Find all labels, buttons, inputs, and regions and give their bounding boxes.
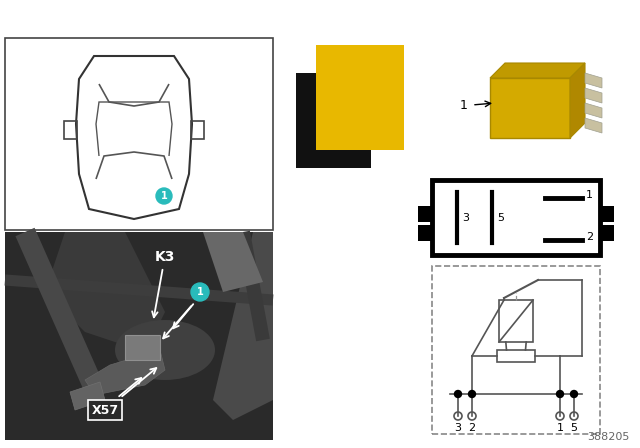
- Polygon shape: [70, 382, 105, 410]
- Polygon shape: [490, 63, 585, 78]
- Polygon shape: [203, 232, 263, 292]
- Text: 3: 3: [454, 423, 461, 433]
- Bar: [455, 58, 610, 168]
- Text: 1: 1: [161, 191, 168, 201]
- Polygon shape: [213, 232, 273, 420]
- Text: 3: 3: [462, 212, 469, 223]
- Polygon shape: [585, 103, 602, 118]
- Text: K3: K3: [155, 250, 175, 264]
- Text: 1: 1: [586, 190, 593, 200]
- Polygon shape: [85, 350, 165, 395]
- Circle shape: [454, 391, 461, 397]
- Text: 2: 2: [586, 232, 593, 242]
- Polygon shape: [600, 224, 614, 241]
- Polygon shape: [570, 63, 585, 138]
- Bar: [432, 266, 600, 434]
- Text: 2: 2: [468, 423, 476, 433]
- Text: 5: 5: [570, 423, 577, 433]
- Text: 388205: 388205: [588, 432, 630, 442]
- Bar: [5, 38, 273, 230]
- Circle shape: [468, 391, 476, 397]
- Polygon shape: [45, 232, 165, 352]
- Text: 1: 1: [557, 423, 563, 433]
- Bar: [5, 232, 273, 440]
- Circle shape: [570, 391, 577, 397]
- Circle shape: [156, 188, 172, 204]
- Bar: [499, 300, 533, 342]
- Text: 5: 5: [497, 212, 504, 223]
- Text: 1: 1: [196, 287, 204, 297]
- Polygon shape: [418, 224, 432, 241]
- Bar: [125, 335, 160, 360]
- Text: 1: 1: [460, 99, 468, 112]
- Circle shape: [557, 391, 563, 397]
- Polygon shape: [418, 206, 432, 222]
- Polygon shape: [585, 118, 602, 133]
- Text: X57: X57: [92, 404, 118, 417]
- Polygon shape: [600, 206, 614, 222]
- Bar: [191, 121, 204, 139]
- Ellipse shape: [115, 320, 215, 380]
- Bar: [64, 121, 77, 139]
- Polygon shape: [585, 88, 602, 103]
- Bar: [490, 78, 570, 138]
- Bar: [296, 73, 371, 168]
- Polygon shape: [585, 73, 602, 88]
- Bar: [316, 45, 404, 150]
- Circle shape: [191, 283, 209, 301]
- Bar: [497, 350, 535, 362]
- Bar: [432, 180, 600, 255]
